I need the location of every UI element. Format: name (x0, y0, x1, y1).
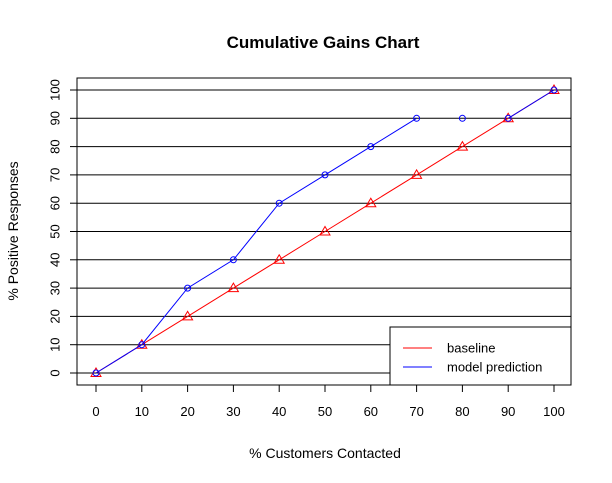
y-axis: 0 10 20 30 40 50 60 70 80 90 100 (48, 79, 77, 377)
y-tick-label: 90 (48, 111, 63, 125)
y-tick-label: 30 (48, 281, 63, 295)
data-point (321, 171, 329, 179)
chart-title: Cumulative Gains Chart (227, 33, 420, 52)
data-point (456, 140, 469, 151)
x-tick-label: 10 (135, 404, 149, 419)
x-tick-label: 60 (364, 404, 378, 419)
series-layer (90, 84, 560, 377)
legend-label: model prediction (447, 360, 542, 375)
x-tick-label: 40 (272, 404, 286, 419)
legend-label: baseline (447, 341, 495, 356)
data-point (504, 114, 512, 122)
data-point (92, 369, 100, 377)
data-point (364, 197, 377, 208)
y-tick-label: 20 (48, 309, 63, 323)
data-point (138, 341, 146, 349)
y-tick-label: 70 (48, 168, 63, 182)
x-tick-label: 20 (180, 404, 194, 419)
data-point (184, 284, 192, 292)
data-point (410, 168, 423, 179)
y-tick-label: 10 (48, 337, 63, 351)
y-tick-label: 80 (48, 139, 63, 153)
x-axis-label: % Customers Contacted (249, 445, 401, 461)
data-point (458, 114, 466, 122)
data-point (319, 225, 331, 236)
y-tick-label: 50 (48, 224, 63, 238)
data-point (367, 143, 375, 151)
grid-lines (77, 89, 571, 374)
series-model-prediction (92, 86, 558, 377)
data-point (90, 367, 102, 377)
x-tick-label: 70 (409, 404, 423, 419)
x-tick-label: 100 (543, 404, 565, 419)
data-point (273, 253, 286, 264)
y-tick-label: 0 (48, 369, 63, 376)
data-point (550, 86, 558, 94)
data-point (229, 256, 237, 264)
data-point (413, 114, 421, 122)
x-tick-label: 50 (318, 404, 332, 419)
x-tick-label: 90 (501, 404, 515, 419)
x-tick-label: 0 (92, 404, 99, 419)
data-point (227, 282, 240, 293)
y-axis-label: % Positive Responses (5, 161, 21, 300)
x-tick-label: 80 (455, 404, 469, 419)
series-line (507, 89, 555, 119)
x-axis: 0 10 20 30 40 50 60 70 80 90 100 (92, 385, 565, 419)
y-tick-label: 60 (48, 196, 63, 210)
y-tick-label: 40 (48, 253, 63, 267)
series-line (95, 89, 555, 374)
series-line (95, 117, 417, 374)
legend-box (389, 326, 572, 386)
y-tick-label: 100 (48, 79, 63, 101)
legend: baseline model prediction (389, 326, 572, 386)
data-point (275, 199, 283, 207)
data-point (181, 310, 194, 321)
x-tick-label: 30 (226, 404, 240, 419)
